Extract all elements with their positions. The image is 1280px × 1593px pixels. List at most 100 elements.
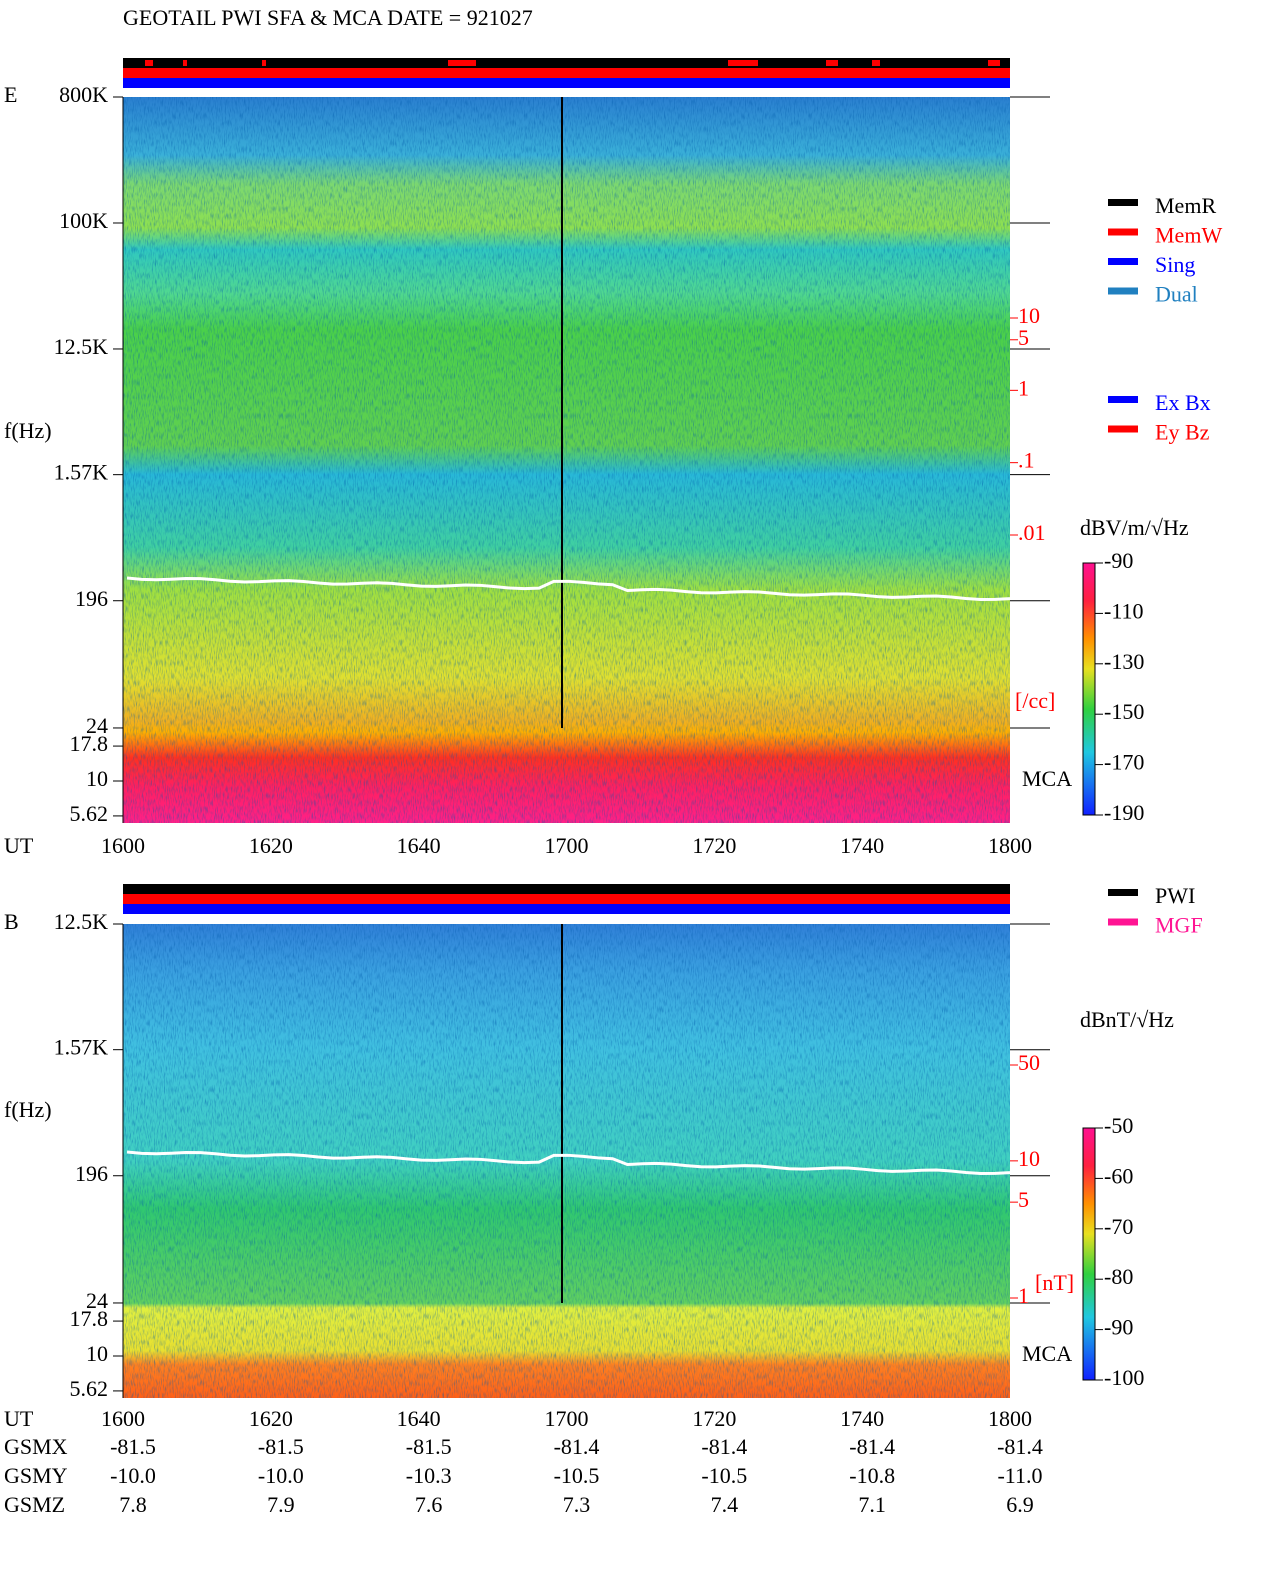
y-tick-label: 100K: [59, 208, 108, 233]
density-tick-label: 1: [1018, 1283, 1029, 1308]
y-tick-label: 5.62: [70, 801, 109, 826]
ephemeris-value: 7.4: [711, 1492, 739, 1517]
y-tick-label: 17.8: [70, 1306, 109, 1331]
density-unit: [nT]: [1035, 1270, 1074, 1295]
legend-label: Dual: [1155, 282, 1198, 307]
y-tick-label: 10: [86, 766, 108, 791]
x-tick-label: 1720: [692, 833, 736, 858]
ephemeris-value: -81.5: [110, 1434, 156, 1459]
y-tick-label: 17.8: [70, 731, 109, 756]
legend-label: Ey Bz: [1155, 420, 1210, 445]
y-tick-label: 12.5K: [54, 909, 109, 934]
status-mark: [145, 60, 153, 66]
y-label: f(Hz): [4, 418, 52, 443]
title: GEOTAIL PWI SFA & MCA DATE = 921027: [123, 5, 533, 30]
panel-label: E: [4, 82, 17, 107]
legend-swatch: [1108, 425, 1138, 433]
ephemeris-value: -81.5: [406, 1434, 452, 1459]
ephemeris-name: GSMY: [4, 1463, 68, 1488]
status-mark: [728, 60, 758, 66]
density-tick-label: 10: [1018, 303, 1040, 328]
colorbar-tick-label: -90: [1104, 1315, 1133, 1340]
legend-swatch: [1108, 396, 1138, 403]
colorbar-tick-label: -170: [1104, 750, 1144, 775]
legend-swatch: [1108, 918, 1138, 926]
ephemeris-name: GSMX: [4, 1434, 68, 1459]
ephemeris-value: -10.5: [554, 1463, 600, 1488]
ephemeris-value: 7.8: [119, 1492, 147, 1517]
cutoff-line: [126, 576, 1011, 601]
density-tick-label: 10: [1018, 1146, 1040, 1171]
ephemeris-value: -11.0: [997, 1463, 1042, 1488]
spectrogram-noise: [123, 924, 1010, 1398]
y-tick-label: 1.57K: [54, 1035, 109, 1060]
x-tick-label: 1640: [397, 1406, 441, 1431]
y-label: f(Hz): [4, 1097, 52, 1122]
charts: 800K100K12.5K1.57K1962417.8105.62Ef(Hz)M…: [4, 58, 1222, 1517]
legend-label: PWI: [1155, 883, 1195, 908]
status-bar: [123, 68, 1010, 78]
ephemeris-name: GSMZ: [4, 1492, 65, 1517]
status-mark: [183, 60, 187, 66]
y-tick-label: 1.57K: [54, 460, 109, 485]
mca-label: MCA: [1022, 1341, 1072, 1366]
ephemeris-value: -10.0: [258, 1463, 304, 1488]
density-tick-label: 50: [1018, 1050, 1040, 1075]
legend-swatch: [1108, 287, 1138, 295]
density-tick-label: 5: [1018, 325, 1029, 350]
colorbar-tick-label: -60: [1104, 1163, 1133, 1188]
colorbar-tick-label: -50: [1104, 1113, 1133, 1138]
status-bar: [123, 78, 1010, 88]
legend-label: MemW: [1155, 223, 1222, 248]
colorbar-label: dBV/m/√Hz: [1080, 515, 1189, 540]
ephemeris-value: -10.3: [406, 1463, 452, 1488]
status-bar: [123, 904, 1010, 914]
x-tick-label: 1740: [840, 833, 884, 858]
y-tick-label: 196: [75, 1161, 108, 1186]
ephemeris-value: 7.6: [415, 1492, 443, 1517]
legend-swatch: [1108, 889, 1138, 896]
status-mark: [262, 60, 266, 66]
ephemeris-value: -81.4: [554, 1434, 600, 1459]
mca-label: MCA: [1022, 766, 1072, 791]
density-tick-label: 1: [1018, 375, 1029, 400]
status-mark: [988, 60, 1000, 66]
ephemeris-value: -81.5: [258, 1434, 304, 1459]
legend-label: Sing: [1155, 252, 1195, 277]
ephemeris-value: 7.1: [858, 1492, 886, 1517]
legend-swatch: [1108, 258, 1138, 265]
status-bar: [123, 894, 1010, 904]
legend-label: Ex Bx: [1155, 390, 1211, 415]
colorbar-tick-label: -150: [1104, 699, 1144, 724]
colorbar-tick-label: -100: [1104, 1365, 1144, 1390]
y-tick-label: 12.5K: [54, 334, 109, 359]
status-bar: [123, 58, 1010, 68]
x-tick-label: 1720: [692, 1406, 736, 1431]
x-tick-label: 1640: [397, 833, 441, 858]
legend-label: MGF: [1155, 913, 1203, 938]
colorbar-tick-label: -80: [1104, 1264, 1133, 1289]
x-label: UT: [4, 833, 34, 858]
x-tick-label: 1600: [101, 1406, 145, 1431]
y-tick-label: 10: [86, 1341, 108, 1366]
ephemeris-value: 6.9: [1006, 1492, 1034, 1517]
panel-label: B: [4, 909, 19, 934]
x-tick-label: 1740: [840, 1406, 884, 1431]
x-tick-label: 1620: [249, 1406, 293, 1431]
legend-label: MemR: [1155, 193, 1216, 218]
ephemeris-value: -10.8: [849, 1463, 895, 1488]
x-label: UT: [4, 1406, 34, 1431]
x-tick-label: 1700: [545, 833, 589, 858]
x-tick-label: 1700: [545, 1406, 589, 1431]
density-tick-label: .1: [1018, 448, 1035, 473]
y-tick-label: 800K: [59, 82, 108, 107]
y-tick-label: 196: [75, 586, 108, 611]
status-mark: [826, 60, 838, 66]
colorbar-label: dBnT/√Hz: [1080, 1007, 1174, 1032]
x-tick-label: 1620: [249, 833, 293, 858]
legend-swatch: [1108, 199, 1138, 206]
colorbar: [1082, 562, 1096, 816]
ephemeris-value: -81.4: [997, 1434, 1043, 1459]
colorbar-tick-label: -110: [1104, 598, 1144, 623]
